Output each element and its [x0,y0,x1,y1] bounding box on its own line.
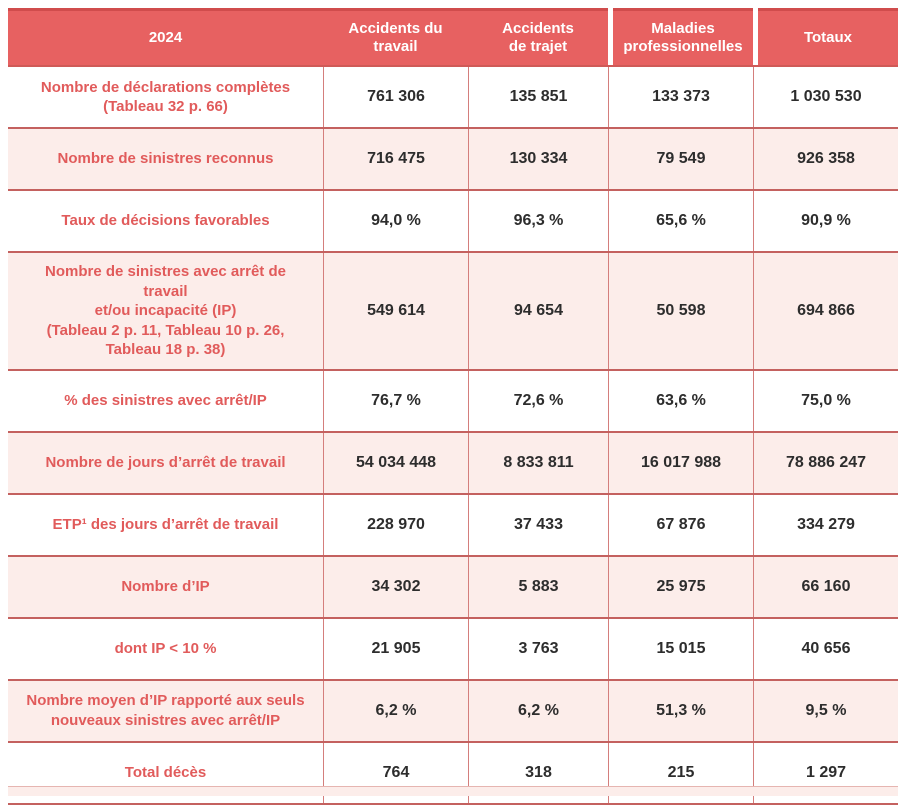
value-cell: 51,3 % [608,680,753,741]
row-label-cell: dont IP < 10 % [8,619,323,679]
row-label: Nombre de déclarations complètes [40,78,291,96]
row-label: Nombre de sinistres reconnus [57,150,274,168]
value-cell: 90,9 % [753,191,898,251]
value-cell: 37 433 [468,494,608,555]
header-cell-accidents-travail: Accidents du travail [323,8,468,65]
value-cell: 66 160 [753,556,898,617]
table-row: dont IP < 10 % 21 905 3 763 15 015 40 656 [8,618,898,681]
value-cell: 72,6 % [468,370,608,431]
next-row-cut-off [8,786,898,796]
row-label-cell: Nombre de déclarations complètes (Tableau… [8,67,323,127]
value-cell: 63,6 % [608,370,753,431]
value-cell: 78 886 247 [753,432,898,493]
value-cell: 25 975 [608,556,753,617]
value-cell: 65,6 % [608,191,753,251]
value-cell: 40 656 [753,618,898,679]
table-row: Nombre de déclarations complètes (Tableau… [8,67,898,129]
value-cell: 135 851 [468,67,608,127]
header-cell-maladies-professionnelles: Maladies professionnelles [613,8,753,65]
table-row: ETP¹ des jours d’arrêt de travail 228 970… [8,494,898,557]
value-cell: 318 [468,742,608,803]
table-row: % des sinistres avec arrêt/IP 76,7 % 72,6 … [8,370,898,433]
row-label-cell: Nombre de jours d’arrêt de travail [8,433,323,493]
table-body: Nombre de déclarations complètes (Tableau… [8,67,898,805]
header-cell-year: 2024 [8,8,323,65]
value-cell: 549 614 [323,253,468,369]
value-cell: 67 876 [608,494,753,555]
value-cell: 94,0 % [323,191,468,251]
value-cell: 94 654 [468,253,608,369]
value-cell: 6,2 % [468,680,608,741]
table-header-row: 2024 Accidents du travail Accidents de t… [8,8,898,67]
value-cell: 6,2 % [323,680,468,741]
row-label-cell: Nombre moyen d’IP rapporté aux seuls nou… [8,681,323,741]
value-cell: 96,3 % [468,191,608,251]
value-cell: 76,7 % [323,370,468,431]
row-label: Nombre d’IP [121,577,210,595]
row-label: Nombre de sinistres avec arrêt de travai… [45,263,286,319]
table-row: Nombre de jours d’arrêt de travail 54 034… [8,432,898,495]
table-row: Nombre de sinistres reconnus 716 475 130 3… [8,129,898,191]
value-cell: 1 297 [753,742,898,803]
value-cell: 761 306 [323,67,468,127]
value-cell: 926 358 [753,129,898,189]
value-cell: 5 883 [468,556,608,617]
row-note: (Tableau 2 p. 11, Tableau 10 p. 26, Tabl… [46,321,285,359]
table-row: Taux de décisions favorables 94,0 % 96,3 %… [8,191,898,253]
value-cell: 75,0 % [753,370,898,431]
table-row: Nombre moyen d’IP rapporté aux seuls nou… [8,680,898,743]
row-label-cell: Taux de décisions favorables [8,191,323,251]
row-label-cell: Nombre de sinistres avec arrêt de travai… [8,253,323,369]
row-label: ETP¹ des jours d’arrêt de travail [52,515,279,533]
row-label-cell: ETP¹ des jours d’arrêt de travail [8,495,323,555]
value-cell: 16 017 988 [608,432,753,493]
row-label-cell: Nombre de sinistres reconnus [8,129,323,189]
row-label-cell: Nombre d’IP [8,557,323,617]
value-cell: 15 015 [608,618,753,679]
value-cell: 50 598 [608,253,753,369]
value-cell: 8 833 811 [468,432,608,493]
row-note: (Tableau 32 p. 66) [103,98,228,115]
row-label: dont IP < 10 % [114,639,217,657]
row-label-cell: Total décès [8,743,323,803]
row-label: Total décès [124,763,207,781]
value-cell: 133 373 [608,67,753,127]
value-cell: 764 [323,742,468,803]
header-cell-accidents-trajet: Accidents de trajet [468,8,608,65]
value-cell: 54 034 448 [323,432,468,493]
value-cell: 334 279 [753,494,898,555]
row-label-cell: % des sinistres avec arrêt/IP [8,371,323,431]
header-cell-totaux: Totaux [758,8,898,65]
row-label: Taux de décisions favorables [61,212,270,230]
statistics-table: 2024 Accidents du travail Accidents de t… [8,8,898,805]
value-cell: 228 970 [323,494,468,555]
row-label: % des sinistres avec arrêt/IP [64,391,267,409]
table-row: Nombre de sinistres avec arrêt de travai… [8,253,898,371]
value-cell: 215 [608,742,753,803]
row-label: Nombre moyen d’IP rapporté aux seuls nou… [26,692,305,729]
value-cell: 21 905 [323,618,468,679]
table-row: Nombre d’IP 34 302 5 883 25 975 66 160 [8,556,898,619]
value-cell: 716 475 [323,129,468,189]
value-cell: 9,5 % [753,680,898,741]
value-cell: 34 302 [323,556,468,617]
value-cell: 3 763 [468,618,608,679]
value-cell: 694 866 [753,253,898,369]
value-cell: 1 030 530 [753,67,898,127]
row-label: Nombre de jours d’arrêt de travail [45,453,286,471]
value-cell: 79 549 [608,129,753,189]
value-cell: 130 334 [468,129,608,189]
